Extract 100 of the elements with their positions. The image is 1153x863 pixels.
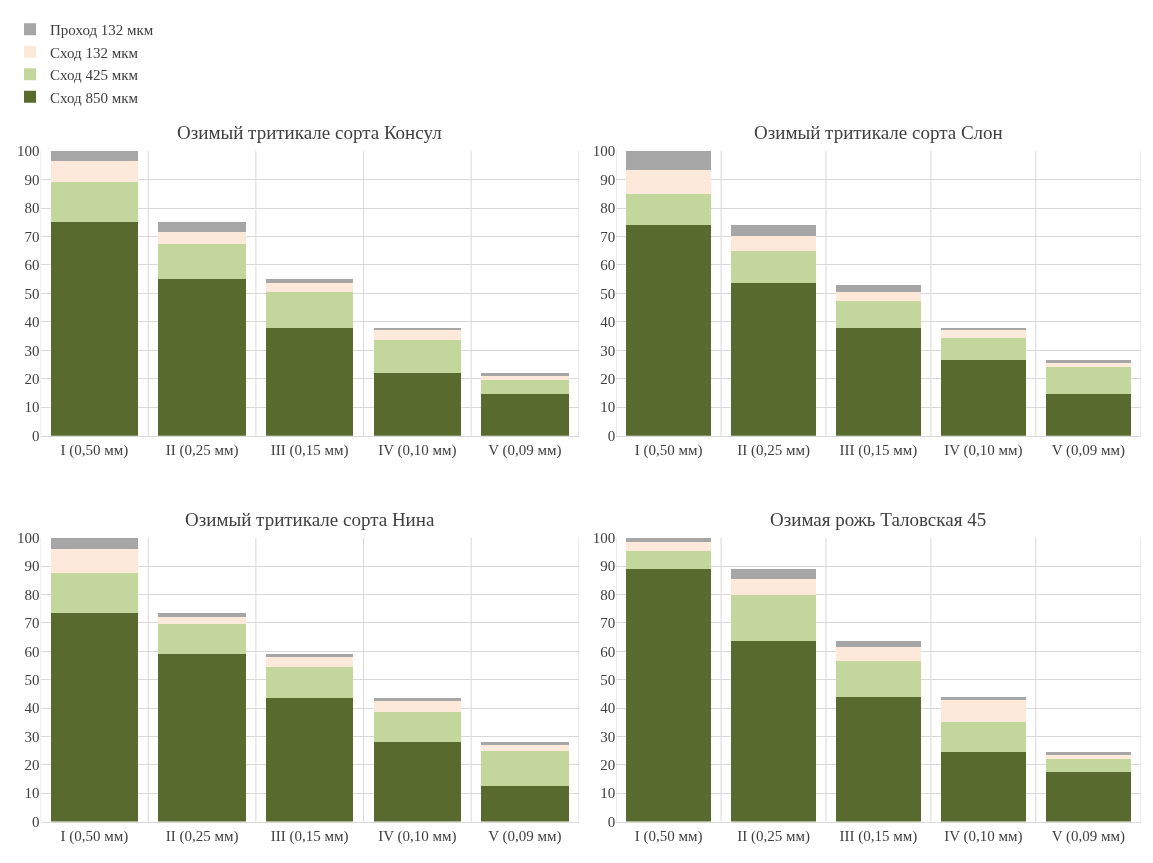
- bar: [835, 696, 921, 822]
- y-tick-label: 20: [600, 371, 616, 388]
- y-tick-label: 10: [600, 399, 616, 416]
- y-tick-label: 70: [600, 615, 616, 632]
- bar: [158, 222, 246, 233]
- bar: [1045, 394, 1131, 436]
- y-tick-label: 90: [600, 171, 616, 188]
- y-tick-label: 60: [24, 257, 40, 274]
- x-tick-label: III (0,15 мм): [270, 827, 349, 845]
- y-tick-label: 30: [24, 342, 40, 359]
- x-tick-label: I (0,50 мм): [60, 441, 129, 459]
- chart-title: Озимый тритикале сорта Слон: [754, 122, 1003, 143]
- bar: [940, 360, 1026, 436]
- y-tick-label: 100: [17, 143, 40, 160]
- bar: [835, 291, 921, 301]
- y-tick-label: 40: [600, 700, 616, 717]
- bar: [940, 722, 1026, 753]
- x-tick-label: II (0,25 мм): [737, 827, 810, 845]
- y-tick-label: 70: [24, 228, 40, 245]
- bar: [158, 654, 246, 822]
- bar: [731, 283, 817, 436]
- chart-title: Озимый тритикале сорта Консул: [177, 122, 443, 143]
- y-tick-label: 60: [600, 257, 616, 274]
- x-tick-label: I (0,50 мм): [60, 827, 129, 845]
- bar: [940, 696, 1026, 700]
- bar: [373, 712, 461, 743]
- bar: [731, 578, 817, 595]
- bar: [940, 699, 1026, 723]
- bar: [481, 380, 569, 395]
- y-tick-label: 60: [600, 643, 616, 660]
- y-tick-label: 90: [600, 558, 616, 575]
- bar: [1045, 759, 1131, 772]
- legend-label: Сход 850 мкм: [50, 89, 139, 106]
- bar: [158, 612, 246, 618]
- x-tick-label: V (0,09 мм): [1051, 441, 1125, 459]
- y-tick-label: 30: [600, 728, 616, 745]
- bar: [731, 569, 817, 579]
- y-tick-label: 100: [592, 143, 616, 160]
- y-tick-label: 0: [32, 813, 40, 830]
- bar: [481, 744, 569, 751]
- y-tick-label: 30: [600, 342, 616, 359]
- bar: [940, 337, 1026, 361]
- bar: [266, 279, 354, 284]
- x-tick-label: III (0,15 мм): [839, 441, 918, 459]
- legend-label: Проход 132 мкм: [50, 22, 154, 39]
- bar: [373, 700, 461, 713]
- bar: [158, 232, 246, 244]
- bar: [1045, 771, 1131, 822]
- x-tick-label: IV (0,10 мм): [944, 441, 1023, 459]
- bar: [158, 279, 246, 436]
- y-tick-label: 50: [600, 671, 616, 688]
- y-tick-label: 40: [24, 700, 40, 717]
- y-tick-label: 0: [607, 427, 616, 444]
- bar: [266, 291, 354, 328]
- x-tick-label: II (0,25 мм): [165, 827, 239, 845]
- y-tick-label: 40: [600, 314, 616, 331]
- bar: [373, 742, 461, 822]
- y-tick-label: 50: [24, 671, 40, 688]
- bar: [1045, 367, 1131, 395]
- bar: [626, 537, 712, 543]
- bar: [626, 169, 712, 194]
- y-tick-label: 60: [24, 643, 40, 660]
- y-tick-label: 80: [24, 200, 40, 217]
- bar: [158, 243, 246, 280]
- x-tick-label: V (0,09 мм): [488, 827, 562, 845]
- bar: [50, 222, 138, 436]
- y-tick-label: 30: [24, 728, 40, 745]
- y-tick-label: 0: [607, 813, 616, 830]
- bar: [835, 327, 921, 436]
- chart-title: Озимая рожь Таловская 45: [770, 509, 987, 530]
- bar: [835, 647, 921, 662]
- x-tick-label: I (0,50 мм): [634, 441, 703, 459]
- y-tick-label: 20: [24, 757, 40, 774]
- bar: [50, 573, 138, 613]
- y-tick-label: 90: [24, 171, 40, 188]
- bar: [626, 193, 712, 226]
- bar: [1045, 363, 1131, 368]
- bar: [835, 661, 921, 697]
- x-tick-label: IV (0,10 мм): [378, 441, 457, 459]
- bar: [373, 340, 461, 374]
- bar: [50, 161, 138, 183]
- bar: [266, 654, 354, 657]
- bar: [1045, 360, 1131, 364]
- y-tick-label: 20: [600, 757, 616, 774]
- x-tick-label: II (0,25 мм): [737, 441, 810, 459]
- bar: [481, 373, 569, 376]
- bar: [835, 284, 921, 292]
- y-tick-label: 20: [24, 371, 40, 388]
- x-tick-label: II (0,25 мм): [165, 441, 239, 459]
- bar: [1045, 754, 1131, 760]
- bar: [626, 542, 712, 551]
- y-tick-label: 50: [24, 285, 40, 302]
- y-tick-label: 50: [600, 285, 616, 302]
- bar: [50, 549, 138, 574]
- y-tick-label: 80: [600, 586, 616, 603]
- x-tick-label: V (0,09 мм): [1051, 827, 1125, 845]
- x-tick-label: III (0,15 мм): [270, 441, 349, 459]
- bar: [1045, 752, 1131, 755]
- y-tick-label: 10: [24, 399, 40, 416]
- bar: [731, 250, 817, 284]
